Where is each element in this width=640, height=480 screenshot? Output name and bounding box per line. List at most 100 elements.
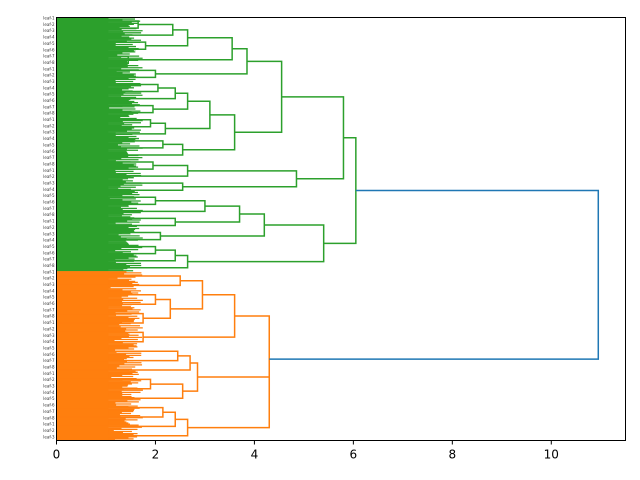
leaf-label: leaf-6	[43, 403, 55, 408]
leaf-label: leaf-6	[43, 200, 55, 205]
leaf-label: leaf-3	[43, 79, 55, 84]
dendrogram-link-g-ag	[56, 254, 189, 269]
leaf-label: leaf-8	[43, 212, 55, 217]
leaf-label: leaf-2	[43, 276, 55, 281]
orange-cluster-fill	[56, 271, 109, 441]
x-tick-label-6: 6	[350, 448, 358, 462]
leaf-label: leaf-5	[43, 92, 55, 97]
leaf-label: leaf-5	[43, 193, 55, 198]
leaf-label: leaf-7	[43, 104, 55, 109]
axes-frame	[56, 17, 626, 441]
dendrogram-link-g-a	[56, 20, 139, 29]
leaf-label: leaf-4	[43, 85, 55, 90]
dendrogram-link-o-i	[56, 355, 191, 371]
leaf-label: leaf-5	[43, 345, 55, 350]
leaf-label: leaf-8	[43, 365, 55, 370]
x-tick-8: 8	[449, 440, 457, 462]
leaf-label: leaf-3	[43, 384, 55, 389]
leaf-label: leaf-8	[43, 263, 55, 268]
dendrogram-link-g-ac	[56, 231, 162, 241]
leaf-label: leaf-3	[43, 434, 55, 439]
leaf-cluster-fills	[56, 17, 143, 441]
green-cluster-fill	[56, 17, 109, 272]
dendrogram-links	[56, 20, 600, 437]
leaf-label: leaf-4	[43, 187, 55, 192]
dendrogram-link-o-o	[56, 418, 189, 437]
x-tick-label-2: 2	[152, 448, 160, 462]
leaf-label: leaf-2	[43, 428, 55, 433]
leaf-label: leaf-1	[43, 269, 55, 274]
leaf-label: leaf-5	[43, 142, 55, 147]
leaf-label: leaf-1	[43, 117, 55, 122]
leaf-label: leaf-6	[43, 352, 55, 357]
leaf-label: leaf-7	[43, 409, 55, 414]
leaf-label: leaf-6	[43, 47, 55, 52]
leaf-label: leaf-8	[43, 60, 55, 65]
leaf-label: leaf-2	[43, 225, 55, 230]
x-tick-label-10: 10	[544, 448, 559, 462]
leaf-label: leaf-5	[43, 244, 55, 249]
x-tick-label-8: 8	[449, 448, 457, 462]
leaf-label: leaf-6	[43, 149, 55, 154]
leaf-label: leaf-6	[43, 250, 55, 255]
x-tick-label-0: 0	[53, 448, 61, 462]
leaf-label-column: leaf-1leaf-2leaf-3leaf-4leaf-5leaf-6leaf…	[43, 16, 55, 440]
x-tick-6: 6	[350, 440, 358, 462]
dendrogram-link-g-i	[56, 83, 159, 93]
leaf-label: leaf-2	[43, 123, 55, 128]
leaf-label: leaf-1	[43, 371, 55, 376]
x-tick-4: 4	[251, 440, 259, 462]
leaf-label: leaf-8	[43, 161, 55, 166]
leaf-label: leaf-3	[43, 231, 55, 236]
leaf-label: leaf-8	[43, 314, 55, 319]
leaf-label: leaf-4	[43, 35, 55, 40]
leaf-label: leaf-7	[43, 358, 55, 363]
dendrogram-link-g-n	[56, 122, 167, 135]
leaf-label: leaf-1	[43, 16, 55, 21]
dendrogram-link-g-u	[56, 164, 189, 177]
leaf-label: leaf-8	[43, 415, 55, 420]
dendrogram-link-g-p	[56, 140, 164, 149]
dendrogram-root-link	[269, 189, 600, 360]
leaf-label: leaf-3	[43, 180, 55, 185]
leaf-label: leaf-3	[43, 333, 55, 338]
leaf-label: leaf-7	[43, 206, 55, 211]
leaf-label: leaf-2	[43, 73, 55, 78]
leaf-label: leaf-5	[43, 41, 55, 46]
leaf-label: leaf-4	[43, 136, 55, 141]
x-tick-label-4: 4	[251, 448, 259, 462]
leaf-label: leaf-4	[43, 339, 55, 344]
leaf-label: leaf-7	[43, 155, 55, 160]
leaf-label: leaf-1	[43, 422, 55, 427]
leaf-label: leaf-4	[43, 288, 55, 293]
leaf-label: leaf-6	[43, 301, 55, 306]
x-tick-0: 0	[53, 440, 61, 462]
leaf-label: leaf-2	[43, 326, 55, 331]
leaf-label: leaf-3	[43, 282, 55, 287]
leaf-label: leaf-7	[43, 54, 55, 59]
leaf-label: leaf-1	[43, 168, 55, 173]
leaf-label: leaf-8	[43, 111, 55, 116]
dendrogram-link-o-m	[56, 406, 164, 418]
leaf-label: leaf-5	[43, 396, 55, 401]
leaf-label: leaf-1	[43, 320, 55, 325]
x-axis: 0 2 4 6 8 10	[53, 440, 559, 462]
dendrogram-link-g-h	[155, 48, 248, 75]
dendrogram-link-g-l	[152, 92, 189, 110]
x-tick-2: 2	[152, 440, 160, 462]
leaf-label: leaf-7	[43, 307, 55, 312]
leaf-label: leaf-2	[43, 22, 55, 27]
dendrogram-link-o-top	[234, 315, 271, 403]
leaf-label: leaf-3	[43, 28, 55, 33]
leaf-label: leaf-4	[43, 390, 55, 395]
leaf-label: leaf-1	[43, 219, 55, 224]
dendrogram-link-g-s	[234, 60, 283, 134]
x-tick-10: 10	[544, 440, 559, 462]
dendrogram-link-g-top	[323, 137, 357, 245]
leaf-label: leaf-7	[43, 257, 55, 262]
leaf-label: leaf-1	[43, 66, 55, 71]
leaf-label: leaf-2	[43, 174, 55, 179]
leaf-label: leaf-3	[43, 130, 55, 135]
leaf-label: leaf-5	[43, 295, 55, 300]
leaf-label: leaf-4	[43, 238, 55, 243]
